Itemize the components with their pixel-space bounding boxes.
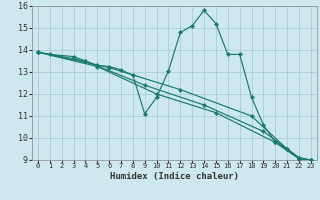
X-axis label: Humidex (Indice chaleur): Humidex (Indice chaleur) xyxy=(110,172,239,181)
